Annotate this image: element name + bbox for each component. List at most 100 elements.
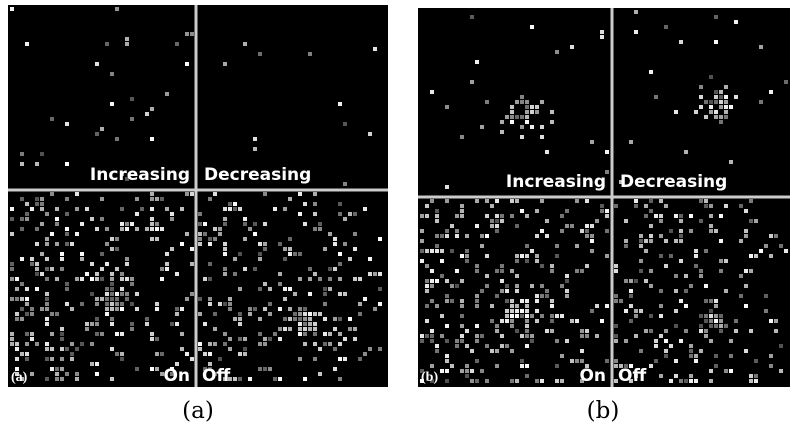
event-pixel	[729, 160, 733, 164]
event-pixel	[500, 289, 504, 293]
event-pixel	[35, 287, 39, 291]
event-pixel	[420, 259, 424, 263]
event-pixel	[425, 214, 429, 218]
event-pixel	[679, 379, 683, 383]
event-pixel	[308, 267, 312, 271]
event-pixel	[278, 282, 282, 286]
event-pixel	[590, 234, 594, 238]
event-pixel	[505, 309, 509, 313]
event-pixel	[115, 7, 119, 11]
event-pixel	[70, 307, 74, 311]
event-pixel	[65, 122, 69, 126]
event-pixel	[714, 314, 718, 318]
event-pixel	[540, 284, 544, 288]
event-pixel	[293, 312, 297, 316]
event-pixel	[120, 277, 124, 281]
event-pixel	[664, 354, 668, 358]
event-pixel	[323, 302, 327, 306]
event-pixel	[714, 364, 718, 368]
event-pixel	[308, 317, 312, 321]
event-pixel	[774, 319, 778, 323]
event-pixel	[535, 209, 539, 213]
event-pixel	[500, 279, 504, 283]
event-pixel	[353, 247, 357, 251]
event-pixel	[460, 334, 464, 338]
event-pixel	[430, 299, 434, 303]
event-pixel	[605, 209, 609, 213]
event-pixel	[719, 100, 723, 104]
separator-horizontal	[418, 195, 790, 199]
event-pixel	[303, 342, 307, 346]
event-pixel	[40, 152, 44, 156]
quadrant-label: Decreasing	[620, 172, 727, 192]
event-pixel	[223, 302, 227, 306]
event-pixel	[724, 369, 728, 373]
event-pixel	[540, 314, 544, 318]
event-pixel	[258, 332, 262, 336]
event-pixel	[175, 322, 179, 326]
event-pixel	[253, 147, 257, 151]
event-pixel	[273, 377, 277, 381]
event-pixel	[525, 299, 529, 303]
event-pixel	[288, 287, 292, 291]
event-pixel	[170, 322, 174, 326]
event-pixel	[734, 329, 738, 333]
event-pixel	[223, 342, 227, 346]
event-pixel	[303, 317, 307, 321]
event-pixel	[495, 294, 499, 298]
event-pixel	[203, 352, 207, 356]
event-pixel	[744, 234, 748, 238]
event-pixel	[644, 214, 648, 218]
event-pixel	[560, 354, 564, 358]
event-pixel	[585, 229, 589, 233]
event-pixel	[353, 327, 357, 331]
event-pixel	[510, 120, 514, 124]
event-pixel	[155, 337, 159, 341]
event-pixel	[699, 105, 703, 109]
event-pixel	[273, 332, 277, 336]
event-pixel	[198, 312, 202, 316]
event-pixel	[278, 327, 282, 331]
event-pixel	[430, 364, 434, 368]
event-pixel	[420, 339, 424, 343]
event-pixel	[425, 289, 429, 293]
event-pixel	[460, 135, 464, 139]
event-pixel	[125, 257, 129, 261]
event-pixel	[550, 120, 554, 124]
event-pixel	[35, 162, 39, 166]
event-pixel	[150, 107, 154, 111]
event-pixel	[724, 85, 728, 89]
event-pixel	[253, 232, 257, 236]
event-pixel	[550, 110, 554, 114]
event-pixel	[654, 344, 658, 348]
event-pixel	[560, 284, 564, 288]
event-pixel	[555, 314, 559, 318]
event-pixel	[30, 307, 34, 311]
event-pixel	[238, 287, 242, 291]
event-pixel	[238, 312, 242, 316]
event-pixel	[35, 197, 39, 201]
event-pixel	[248, 227, 252, 231]
event-pixel	[674, 324, 678, 328]
event-pixel	[313, 227, 317, 231]
event-pixel	[268, 287, 272, 291]
event-pixel	[283, 297, 287, 301]
event-pixel	[308, 292, 312, 296]
event-pixel	[525, 214, 529, 218]
event-pixel	[20, 297, 24, 301]
event-pixel	[465, 249, 469, 253]
event-pixel	[475, 359, 479, 363]
event-pixel	[420, 239, 424, 243]
event-pixel	[110, 287, 114, 291]
event-pixel	[208, 237, 212, 241]
event-pixel	[510, 110, 514, 114]
event-pixel	[115, 247, 119, 251]
event-pixel	[253, 307, 257, 311]
event-pixel	[353, 232, 357, 236]
event-pixel	[233, 377, 237, 381]
event-pixel	[699, 349, 703, 353]
event-pixel	[180, 347, 184, 351]
event-pixel	[649, 70, 653, 74]
event-pixel	[689, 229, 693, 233]
event-pixel	[545, 219, 549, 223]
